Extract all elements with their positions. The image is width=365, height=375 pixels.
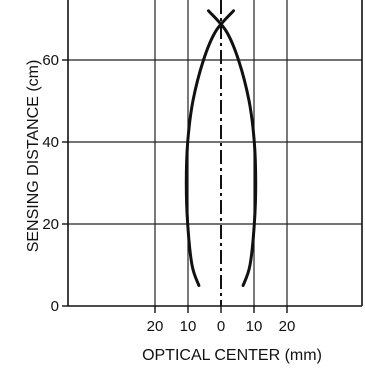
left-sensing-curve (184, 9, 235, 287)
right-sensing-curve (207, 9, 258, 287)
x-tick-label: 20 (147, 318, 164, 335)
x-axis-label: OPTICAL CENTER (mm) (142, 347, 322, 364)
grid (68, 0, 362, 306)
y-tick-label: 60 (42, 52, 59, 69)
y-tick-label: 20 (42, 216, 59, 233)
y-axis-label: SENSING DISTANCE (cm) (25, 60, 42, 253)
curves (184, 9, 258, 287)
y-tick-label: 40 (42, 134, 59, 151)
x-tick-label: 0 (217, 318, 225, 335)
x-tick-label: 20 (279, 318, 296, 335)
y-tick-label: 0 (51, 298, 59, 315)
tick-labels: 0 20 40 60 20 10 0 10 20 (42, 52, 295, 335)
x-tick-label: 10 (246, 318, 263, 335)
axes (62, 0, 363, 313)
x-tick-label: 10 (180, 318, 197, 335)
